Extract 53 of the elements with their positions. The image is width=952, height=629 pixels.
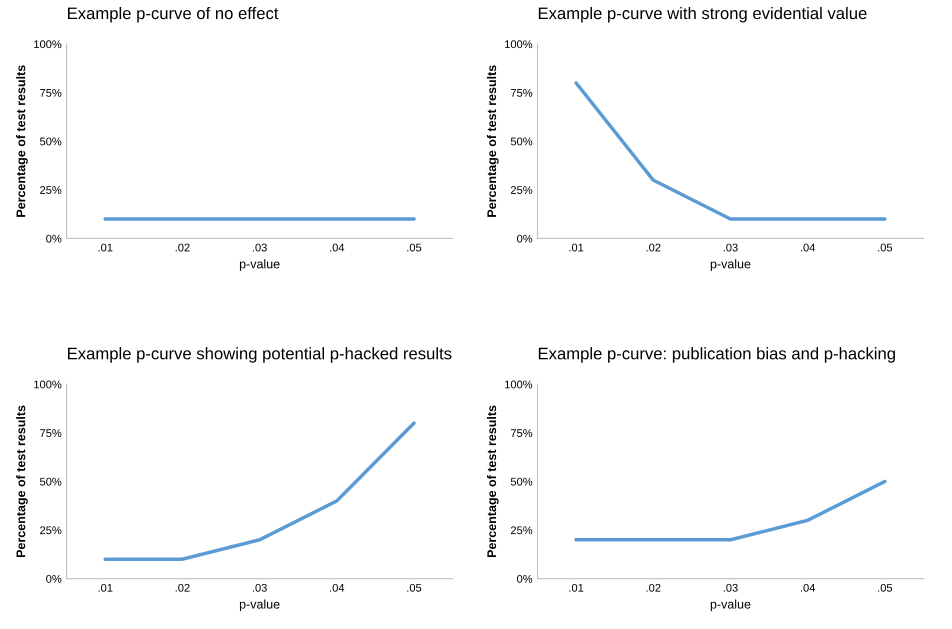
y-tick-label: 25% (40, 526, 62, 534)
y-tick-label: 100% (505, 380, 532, 388)
y-tick-label: 100% (505, 40, 532, 48)
y-tick-label: 50% (40, 138, 62, 146)
y-axis-title: Percentage of test results (16, 406, 28, 558)
y-axis-title: Percentage of test results (486, 406, 499, 558)
x-tick-label: .02 (176, 244, 190, 252)
y-axis-title: Percentage of test results (16, 65, 28, 217)
x-tick-label: .04 (800, 584, 816, 592)
x-tick-label: .03 (252, 584, 267, 592)
y-tick-label: 0% (46, 574, 62, 583)
chart-title: Example p-curve with strong evidential value (538, 6, 867, 22)
x-tick-label: .02 (176, 584, 190, 592)
x-axis-title: p-value (710, 259, 750, 271)
x-tick-label: .05 (878, 244, 892, 252)
x-tick-label: .02 (646, 244, 660, 252)
y-tick-label: 75% (510, 88, 532, 97)
x-axis-title: p-value (240, 259, 280, 271)
y-tick-label: 100% (34, 40, 62, 48)
y-tick-label: 25% (510, 526, 532, 534)
x-tick-label: .01 (569, 584, 584, 592)
y-tick-label: 75% (510, 429, 532, 437)
x-tick-label: .01 (569, 244, 584, 252)
line-series (104, 421, 416, 561)
x-axis-title: p-value (710, 599, 750, 612)
y-axis-title: Percentage of test results (486, 65, 499, 217)
y-tick-label: 75% (40, 88, 62, 97)
chart-title: Example p-curve: publication bias and p-hacking (538, 347, 895, 363)
y-tick-label: 50% (510, 478, 532, 486)
x-tick-label: .03 (724, 584, 738, 592)
y-tick-label: 25% (40, 186, 62, 194)
y-tick-label: 0% (517, 234, 532, 243)
x-tick-label: .02 (646, 584, 660, 592)
x-tick-label: .05 (878, 584, 892, 592)
y-tick-label: 50% (40, 478, 62, 486)
x-tick-label: .03 (724, 244, 738, 252)
x-tick-label: .05 (407, 244, 422, 252)
x-axis-title: p-value (240, 599, 280, 612)
y-tick-label: 100% (34, 380, 62, 388)
x-tick-label: .03 (252, 244, 267, 252)
x-tick-label: .01 (98, 244, 112, 252)
y-tick-label: 0% (46, 234, 62, 243)
x-tick-label: .01 (98, 584, 112, 592)
x-tick-label: .04 (330, 584, 344, 592)
chart-title: Example p-curve showing potential p-hacked results (68, 347, 452, 363)
y-tick-label: 0% (517, 574, 532, 583)
x-tick-label: .04 (800, 244, 816, 252)
x-tick-label: .04 (330, 244, 344, 252)
y-tick-label: 25% (510, 186, 532, 194)
x-tick-label: .05 (407, 584, 422, 592)
y-tick-label: 50% (510, 138, 532, 146)
chart-title: Example p-curve of no effect (68, 6, 278, 22)
y-tick-label: 75% (40, 429, 62, 437)
